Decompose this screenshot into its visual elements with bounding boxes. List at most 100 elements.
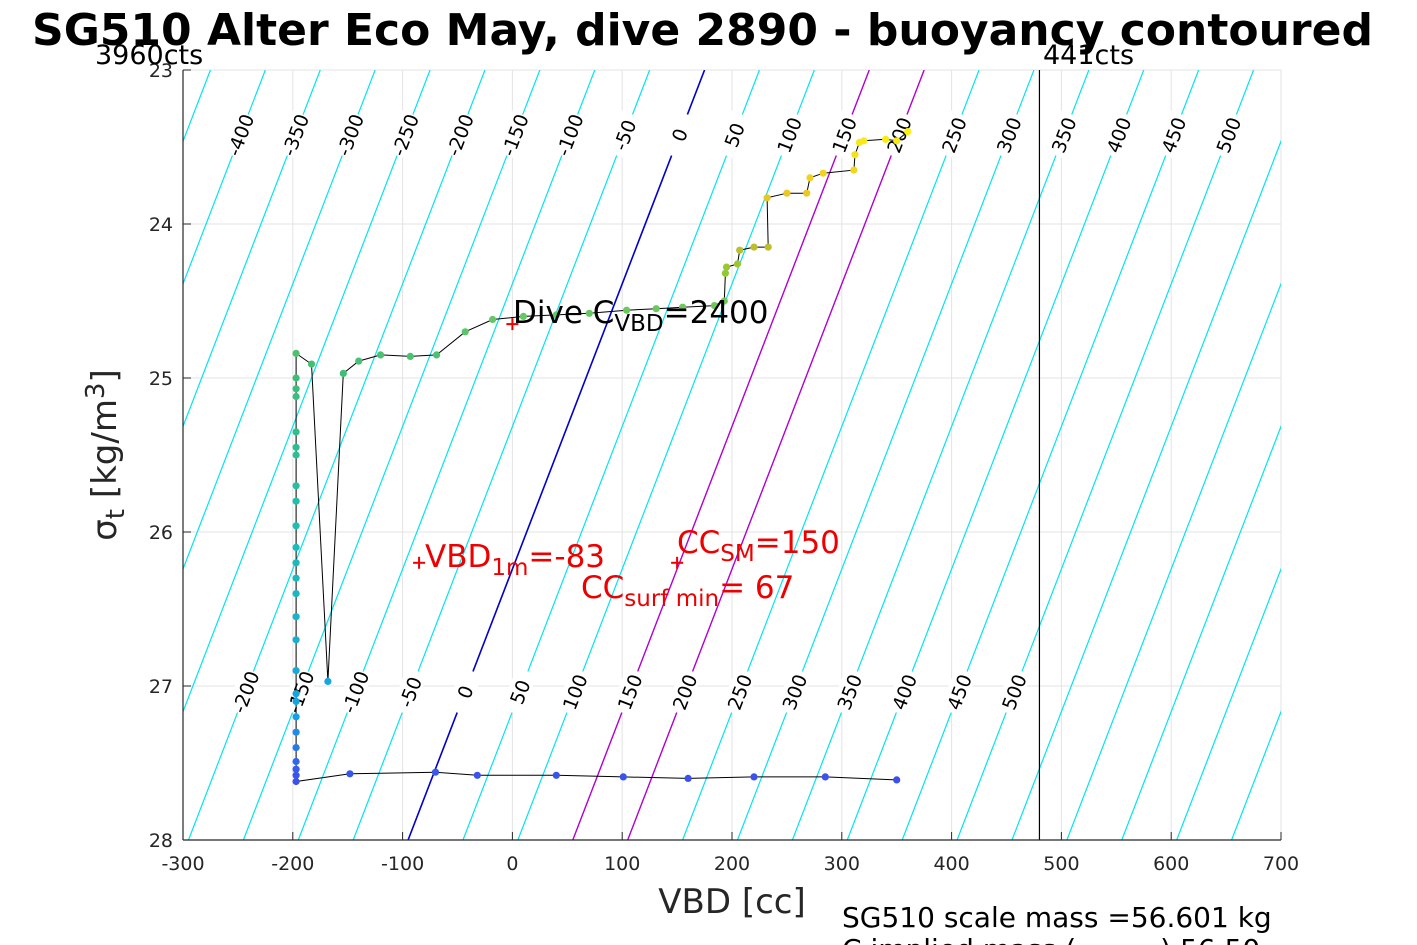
contour-label-bg (1099, 110, 1136, 160)
buoyancy-contour-line (183, 70, 321, 429)
data-point (819, 169, 827, 177)
data-point (292, 543, 300, 552)
data-point (461, 328, 469, 336)
contour-label-text: 250 (938, 114, 972, 156)
contour-label: 350 (1044, 110, 1082, 160)
data-point (750, 243, 758, 251)
data-point (292, 765, 300, 773)
buoyancy-contour-line (846, 70, 1145, 840)
contour-label-bg (989, 110, 1027, 160)
buoyancy-contour-line (462, 70, 761, 840)
buoyancy-contour-line (517, 70, 815, 840)
x-tick-label: 600 (1153, 853, 1189, 875)
contour-label-bg (281, 667, 318, 717)
data-point (292, 392, 300, 401)
contour-label-bg (226, 667, 263, 717)
contour-label-text: -100 (553, 111, 589, 159)
buoyancy-contour-line (1231, 709, 1281, 840)
contour-label-bg (830, 667, 867, 717)
x-tick-label: 700 (1263, 853, 1299, 875)
data-point (736, 246, 744, 254)
contour-label: 300 (775, 667, 812, 717)
contour-label-text: -400 (223, 111, 259, 159)
cc-surf-min-label: CCsurf min= 67 (581, 570, 794, 612)
contour-label-bg (879, 110, 917, 160)
contour-label-text: -200 (443, 111, 479, 159)
dive-c-vbd-label: Dive CVBD=2400 (513, 295, 769, 337)
contour-label: -100 (550, 110, 589, 159)
contour-label-bg (555, 667, 593, 717)
contour-label: -50 (605, 110, 642, 160)
y-tick-label: 26 (149, 522, 173, 544)
x-tick-label: 400 (933, 853, 969, 875)
data-point (722, 263, 731, 271)
data-point (307, 360, 316, 368)
contour-label-bg (391, 667, 428, 717)
data-point (721, 269, 730, 277)
buoyancy-contour-line (242, 70, 541, 840)
data-point (763, 194, 771, 202)
contour-label-bg (221, 110, 258, 160)
data-point (850, 166, 858, 174)
vbd-1m-label: VBD1m=-83 (425, 539, 605, 581)
data-point (623, 306, 631, 314)
data-point (292, 443, 300, 451)
contour-label: 500 (994, 667, 1032, 717)
data-point (893, 776, 901, 784)
data-point (552, 771, 560, 779)
data-point (860, 137, 868, 145)
data-point (764, 243, 772, 251)
contour-label-bg (330, 110, 368, 160)
data-point (710, 302, 719, 310)
contour-label: 0 (445, 667, 483, 717)
data-point (292, 590, 300, 598)
contour-label: 300 (989, 110, 1027, 160)
y-tick-label: 28 (149, 830, 173, 852)
contour-label: 350 (830, 667, 867, 717)
data-point (406, 352, 414, 360)
contour-label-bg (720, 667, 757, 717)
contour-label-bg (1044, 110, 1082, 160)
buoyancy-contour-line (183, 70, 376, 571)
dive-trace-line (295, 131, 909, 783)
data-point (292, 522, 300, 530)
data-point (750, 773, 758, 781)
contour-label-text: 500 (998, 671, 1032, 713)
data-point (619, 773, 627, 781)
data-point (904, 128, 912, 136)
data-point (783, 189, 791, 197)
contour-label-bg (385, 110, 423, 160)
contour-label-bg (610, 667, 648, 717)
contour-label-text: -200 (228, 668, 264, 716)
contour-label-text: 200 (883, 114, 917, 156)
buoyancy-contour-line (183, 70, 266, 286)
x-tick-label: -200 (271, 853, 314, 875)
contour-label-bg (775, 667, 812, 717)
data-point (292, 374, 300, 382)
contour-label-text: 250 (724, 671, 758, 713)
contour-label-bg (445, 667, 483, 717)
buoyancy-contour-line (627, 70, 925, 840)
contour-label: -350 (276, 110, 314, 159)
contour-label-text: 150 (614, 671, 648, 713)
x-tick-label: 100 (604, 853, 640, 875)
data-point (292, 497, 300, 505)
contour-label: 200 (879, 110, 917, 160)
data-point (292, 744, 300, 752)
contour-label-text: -100 (338, 668, 374, 716)
data-point (292, 728, 300, 736)
contour-label: 400 (1099, 110, 1136, 160)
x-axis-label: VBD [cc] (658, 882, 806, 922)
data-point (851, 151, 859, 159)
data-point (292, 757, 300, 766)
contour-label: -150 (495, 110, 534, 159)
contour-label: 250 (720, 667, 758, 717)
contour-label-bg (885, 667, 922, 717)
left-counts-label: 3960cts (95, 40, 203, 71)
data-point (893, 137, 901, 145)
contour-label-bg (934, 110, 972, 160)
contour-label-text: -150 (283, 668, 319, 716)
data-point (292, 482, 300, 490)
contour-label-bg (715, 110, 752, 160)
